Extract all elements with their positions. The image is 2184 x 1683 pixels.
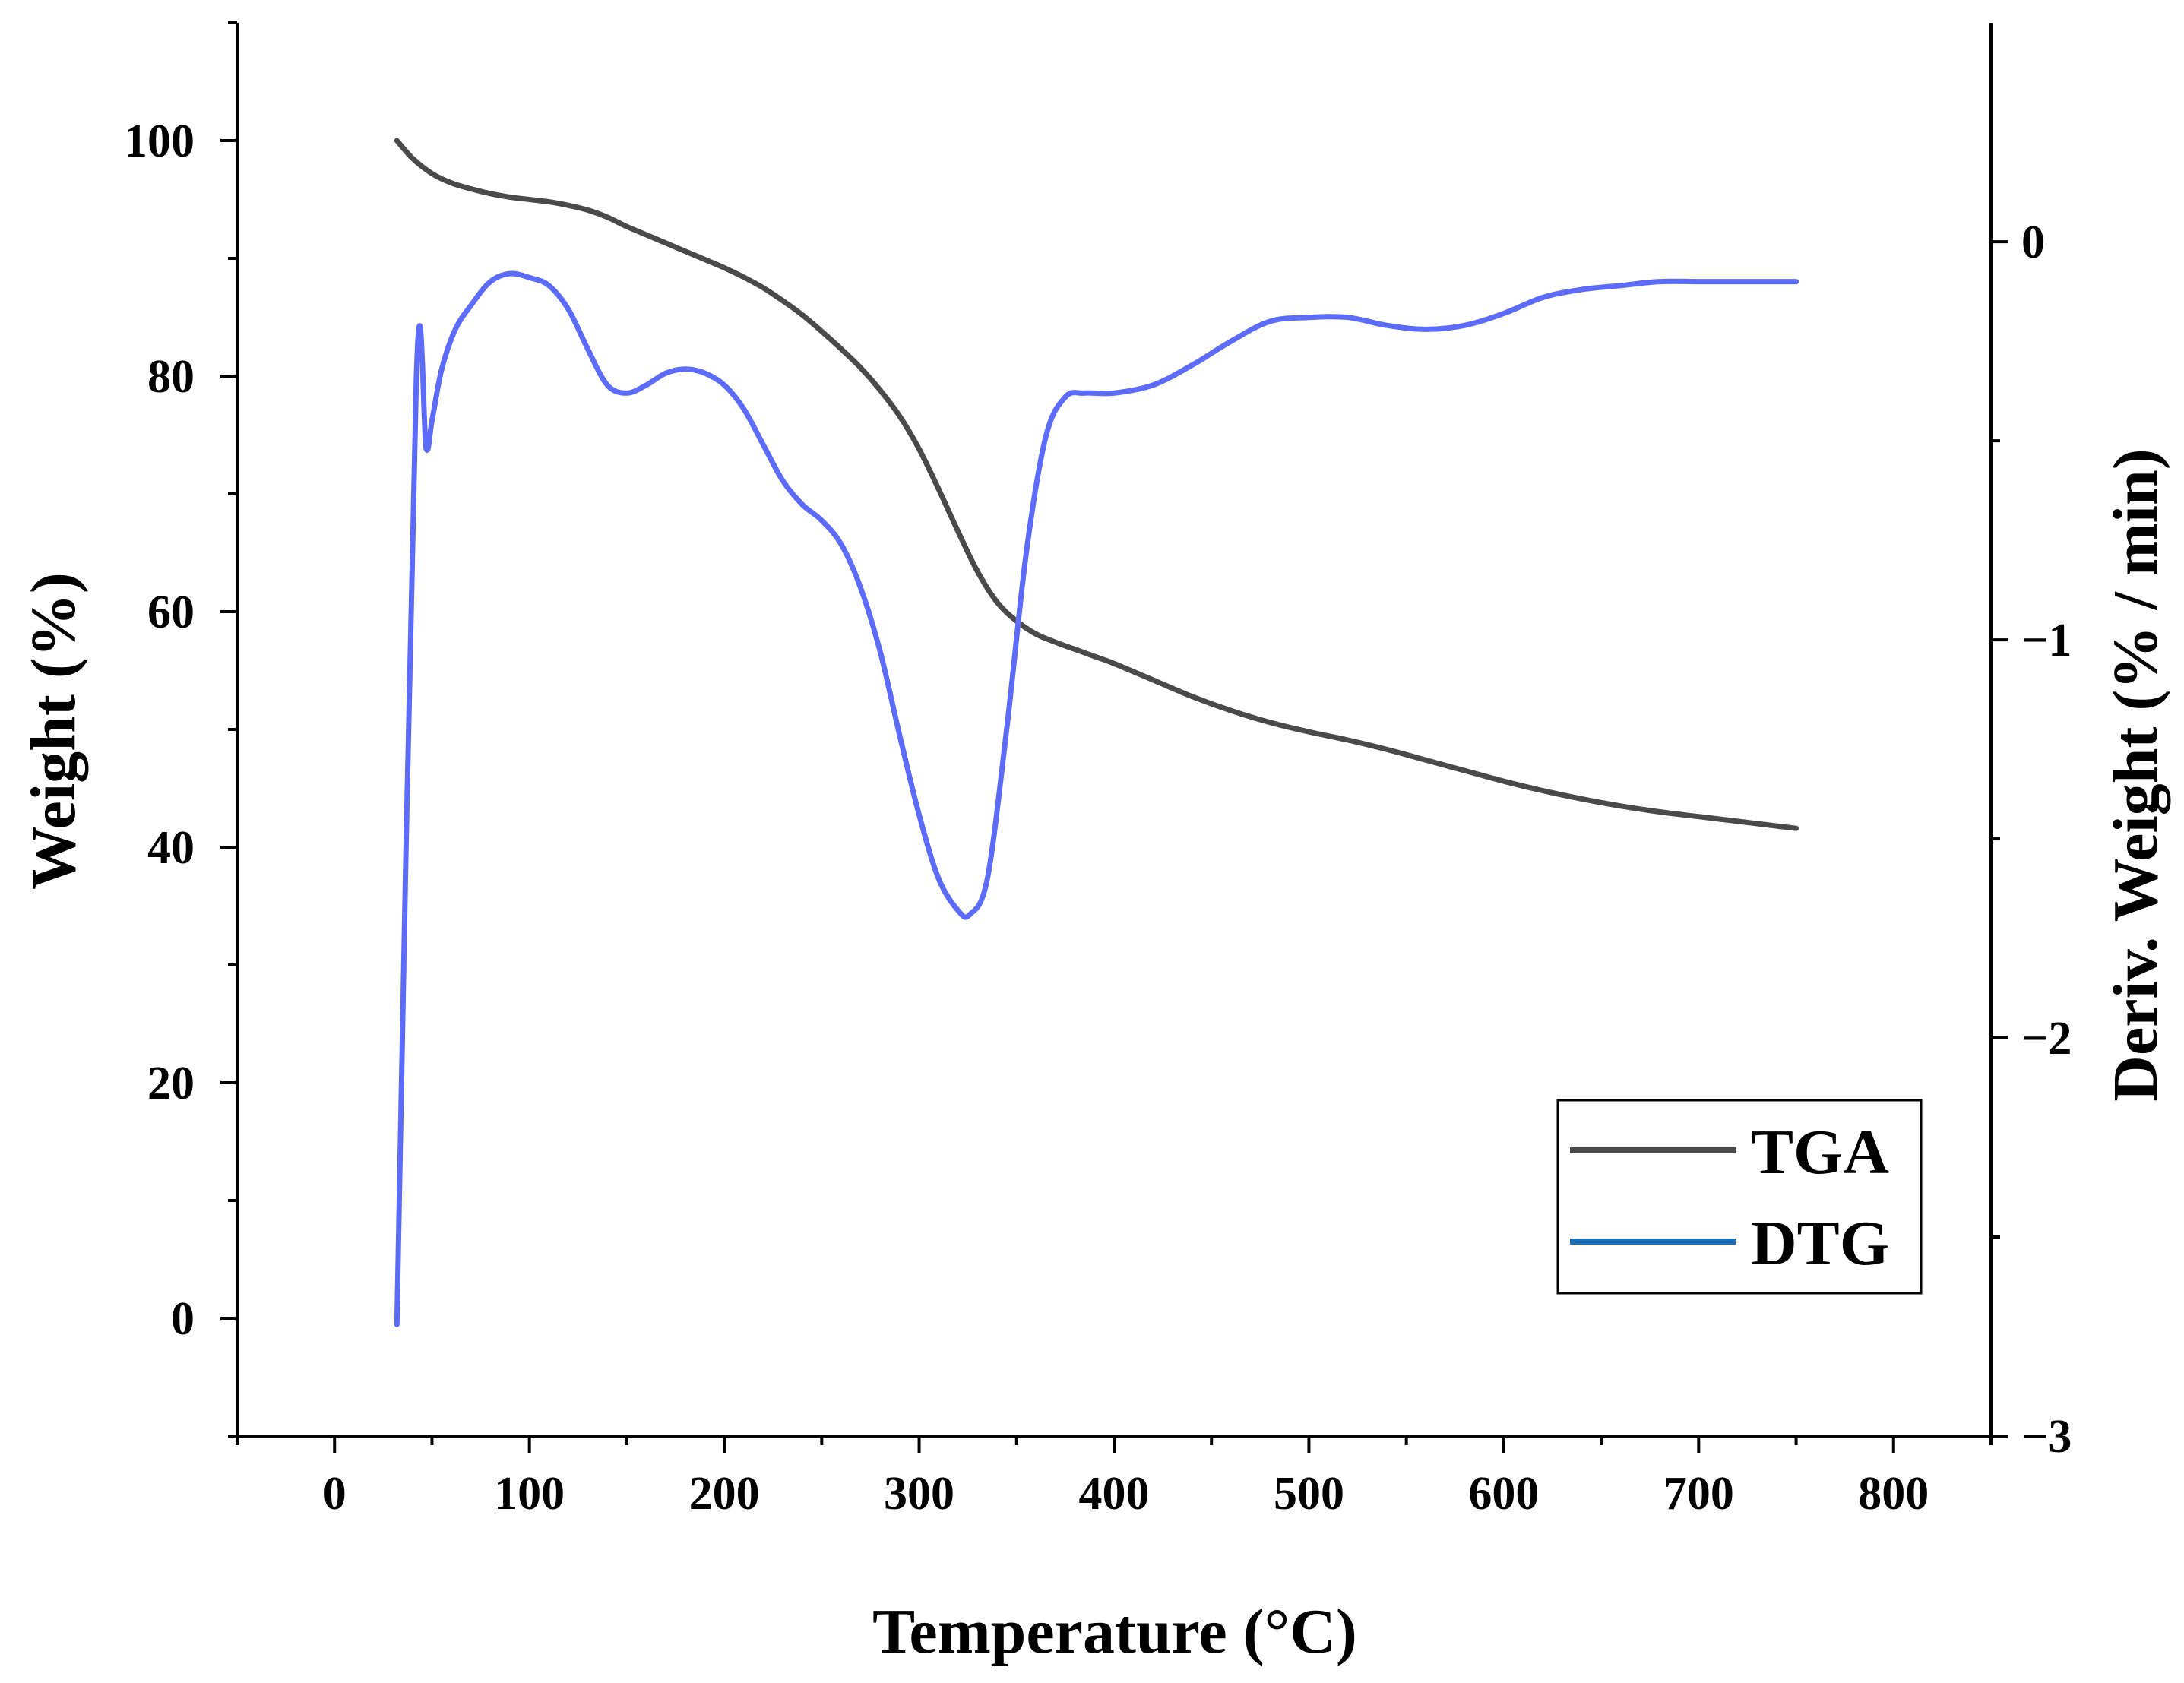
series-line-dtg (394, 270, 1799, 1327)
series-line-tga (394, 138, 1799, 831)
y-right-tick-label: 0 (2021, 217, 2045, 268)
y-left-tick-label: 20 (147, 1058, 195, 1109)
y-left-tick-label: 80 (147, 351, 195, 403)
y-left-tick-label: 40 (147, 822, 195, 874)
y-left-tick-label: 60 (147, 587, 195, 638)
y-right-tick-label: −3 (2021, 1411, 2072, 1463)
y-right-tick-label: −2 (2021, 1013, 2072, 1065)
y-left-axis-title: Weight (%) (18, 572, 89, 890)
x-tick-label: 600 (1468, 1468, 1539, 1520)
x-tick-label: 200 (689, 1468, 760, 1520)
legend: TGA DTG (1556, 1099, 1923, 1295)
y-left-tick-label: 100 (124, 115, 195, 167)
legend-label-dtg: DTG (1751, 1208, 1889, 1279)
x-tick-label: 800 (1858, 1468, 1929, 1520)
x-tick-label: 300 (884, 1468, 954, 1520)
x-axis-title: Temperature (°C) (872, 1596, 1357, 1667)
y-right-axis-title: Deriv. Weight (% / min) (2100, 448, 2171, 1101)
x-tick-label: 700 (1663, 1468, 1734, 1520)
x-tick-label: 100 (494, 1468, 565, 1520)
y-right-tick-label: −1 (2021, 615, 2072, 666)
x-tick-label: 0 (323, 1468, 347, 1520)
x-tick-label: 500 (1274, 1468, 1344, 1520)
x-tick-label: 400 (1079, 1468, 1150, 1520)
labels-layer: 0 100 200 300 400 500 600 700 800 0 20 40 60 80 100 0 −1… (124, 115, 2072, 1520)
legend-label-tga: TGA (1751, 1117, 1889, 1188)
series-layer (394, 138, 1799, 1327)
y-left-tick-label: 0 (171, 1293, 195, 1345)
legend-box (1556, 1099, 1923, 1295)
ticks-layer (220, 21, 2008, 1453)
